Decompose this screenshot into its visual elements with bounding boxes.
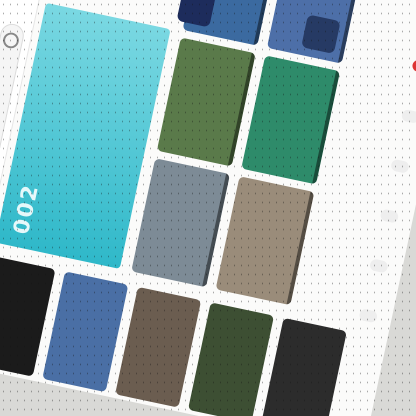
video-thumb-2[interactable]: [42, 271, 129, 393]
tab-6[interactable]: [411, 58, 416, 75]
card-label-5: [312, 70, 341, 185]
channel-icon-2: [176, 0, 217, 28]
tab-4[interactable]: [390, 158, 410, 174]
video-thumb-5[interactable]: [260, 317, 347, 416]
content-card-1[interactable]: [131, 158, 231, 288]
channel-icon-3: [301, 14, 341, 54]
tab-3[interactable]: [379, 208, 400, 224]
tab-1[interactable]: [358, 308, 379, 324]
video-thumb-4[interactable]: [187, 302, 275, 416]
channel-icon-1: [51, 0, 92, 1]
video-thumb-3[interactable]: [115, 286, 202, 408]
channel-sub-3: [328, 0, 342, 13]
content-card-4[interactable]: [215, 176, 315, 306]
channel-name-3: [313, 0, 327, 9]
content-card-2[interactable]: [156, 37, 256, 167]
channel-item-1[interactable]: [48, 0, 128, 5]
search-icon[interactable]: [1, 31, 21, 50]
banner-number: 002: [9, 181, 44, 237]
content-card-5[interactable]: [241, 55, 341, 185]
tab-2[interactable]: [368, 258, 389, 274]
tab-5[interactable]: [400, 108, 416, 124]
card-label-4: [286, 191, 315, 306]
